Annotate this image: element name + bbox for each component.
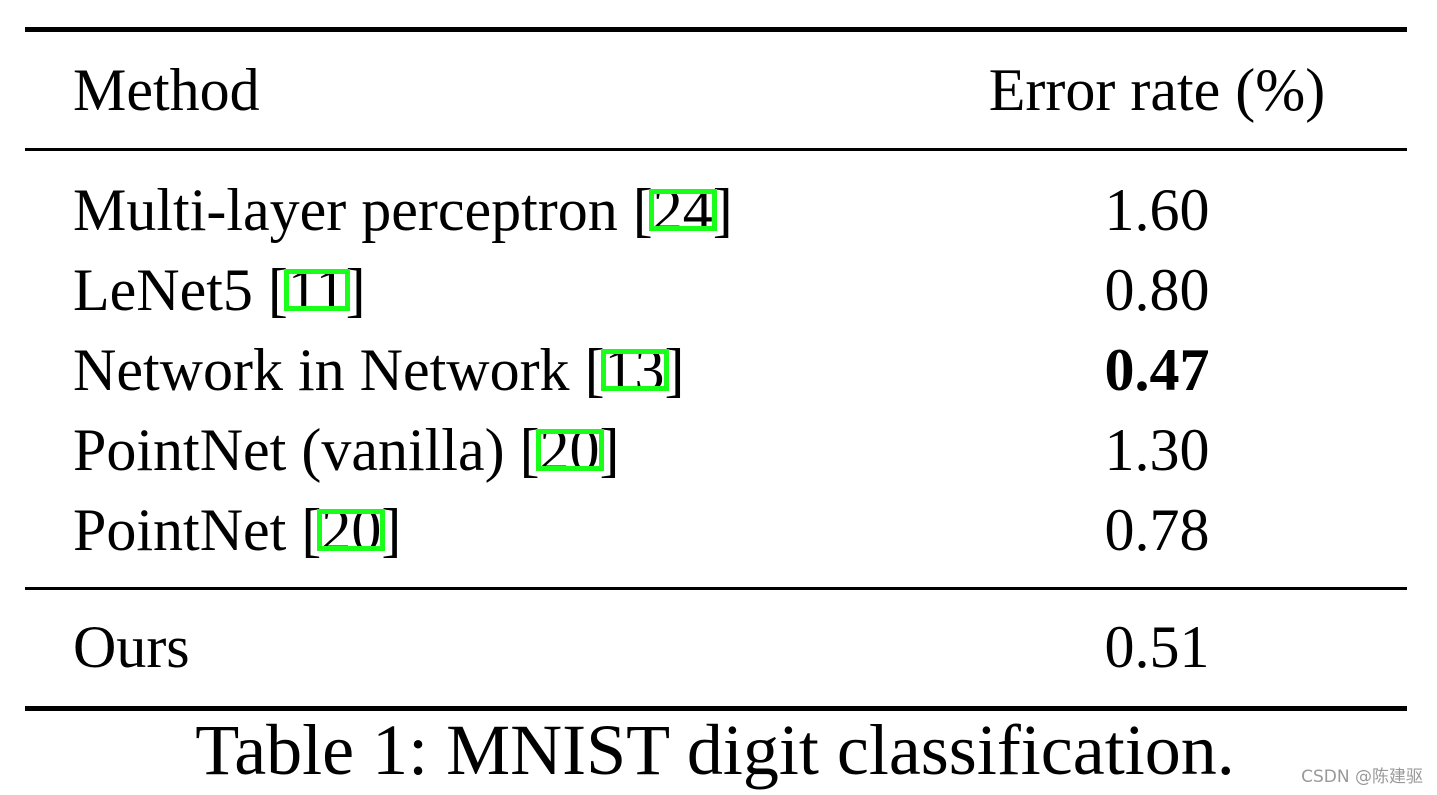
citation: [20]	[301, 497, 402, 563]
top-rule	[25, 27, 1407, 32]
error-rate: 0.78	[1104, 497, 1210, 563]
method-cell: Multi-layer perceptron [24]	[73, 170, 733, 250]
mid-rule	[25, 587, 1407, 590]
header-error: Error rate (%)	[988, 57, 1326, 123]
caption: Table 1: MNIST digit classification.	[195, 710, 1235, 790]
error-rate: 1.60	[1104, 177, 1210, 243]
bottom-rule	[25, 706, 1407, 711]
citation: [20]	[519, 417, 620, 483]
citation: [24]	[632, 177, 733, 243]
method-cell: PointNet (vanilla) [20]	[73, 410, 620, 490]
method-name: LeNet5	[73, 257, 253, 323]
method-name: PointNet (vanilla)	[73, 417, 505, 483]
method-cell: LeNet5 [11]	[73, 250, 366, 330]
method-name: PointNet	[73, 497, 287, 563]
citation: [11]	[267, 257, 366, 323]
method-name: Multi-layer perceptron	[73, 177, 618, 243]
method-cell: Network in Network [13]	[73, 330, 685, 410]
ours-error: 0.51	[1104, 614, 1210, 680]
error-rate: 1.30	[1104, 417, 1210, 483]
error-rate: 0.80	[1104, 257, 1210, 323]
mid-rule	[25, 148, 1407, 151]
error-rate: 0.47	[1104, 337, 1210, 403]
method-name: Network in Network	[73, 337, 570, 403]
method-cell: PointNet [20]	[73, 490, 401, 570]
watermark: CSDN @陈建驱	[1301, 767, 1423, 787]
ours-method: Ours	[73, 614, 190, 680]
header-method: Method	[73, 57, 260, 123]
citation: [13]	[584, 337, 685, 403]
